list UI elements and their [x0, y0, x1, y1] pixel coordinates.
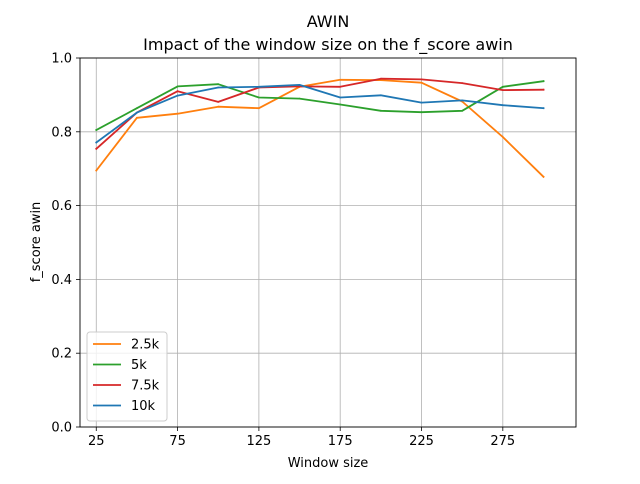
legend-label: 2.5k — [131, 338, 160, 353]
x-tick-label: 75 — [169, 434, 186, 449]
data-point — [176, 112, 179, 115]
data-point — [542, 107, 545, 110]
legend-label: 7.5k — [131, 379, 160, 394]
data-point — [339, 96, 342, 99]
data-point — [420, 78, 423, 81]
data-point — [380, 77, 382, 80]
data-point — [420, 81, 423, 84]
x-tick-label: 125 — [246, 434, 271, 449]
data-point — [339, 103, 342, 106]
x-tick-label: 175 — [328, 434, 353, 449]
data-point — [176, 90, 179, 93]
data-point — [542, 80, 545, 83]
legend-label: 5k — [131, 358, 147, 373]
data-point — [420, 101, 423, 104]
data-point — [461, 82, 464, 84]
data-point — [461, 99, 464, 102]
legend-box — [86, 331, 168, 422]
plot-frame — [79, 57, 577, 428]
data-point — [95, 169, 98, 172]
data-point — [339, 78, 342, 81]
data-point — [258, 107, 260, 110]
data-point — [542, 88, 545, 91]
data-point — [501, 136, 504, 138]
data-point — [217, 86, 220, 89]
series-line-2 — [95, 77, 545, 151]
chart-subtitle: Impact of the window size on the f_score… — [143, 35, 513, 55]
series-lines — [95, 77, 545, 179]
legend-label: 10k — [131, 399, 156, 414]
data-point — [258, 85, 260, 88]
data-point — [136, 111, 138, 114]
data-point — [136, 107, 138, 110]
x-tick-label: 225 — [409, 434, 434, 449]
data-point — [95, 141, 98, 144]
data-point — [217, 83, 220, 86]
series-line-1 — [95, 80, 545, 132]
data-point — [298, 84, 301, 86]
data-point — [176, 85, 179, 88]
data-point — [258, 96, 260, 99]
data-point — [217, 101, 220, 103]
y-tick-label: 0.0 — [51, 421, 72, 436]
x-tick-label: 275 — [490, 434, 515, 449]
x-axis-ticks: 25 75 125 175 225 275 — [88, 427, 515, 449]
data-point — [461, 109, 464, 112]
data-point — [420, 111, 423, 114]
data-point — [217, 105, 220, 108]
data-point — [380, 109, 382, 112]
data-point — [136, 116, 138, 119]
data-point — [501, 89, 504, 91]
y-axis-ticks: 0.0 0.2 0.4 0.6 0.8 1.0 — [51, 52, 80, 436]
y-tick-label: 0.8 — [51, 125, 72, 140]
data-point — [339, 85, 342, 88]
data-point — [95, 147, 98, 150]
x-tick-label: 25 — [88, 434, 105, 449]
data-point — [501, 85, 504, 88]
y-tick-label: 0.6 — [51, 199, 72, 214]
data-point — [380, 94, 382, 97]
data-point — [298, 97, 301, 100]
data-point — [542, 175, 545, 178]
y-tick-label: 1.0 — [51, 52, 72, 67]
data-point — [176, 94, 179, 97]
y-axis-label: f_score awin — [29, 202, 44, 283]
y-tick-label: 0.2 — [51, 347, 72, 362]
y-tick-label: 0.4 — [51, 273, 72, 288]
series-line-3 — [95, 84, 545, 144]
chart-title: AWIN — [307, 12, 350, 31]
data-point — [95, 129, 98, 131]
data-point — [501, 104, 504, 107]
x-axis-label: Window size — [288, 456, 369, 471]
legend: 2.5k 5k 7.5k 10k — [86, 331, 168, 422]
